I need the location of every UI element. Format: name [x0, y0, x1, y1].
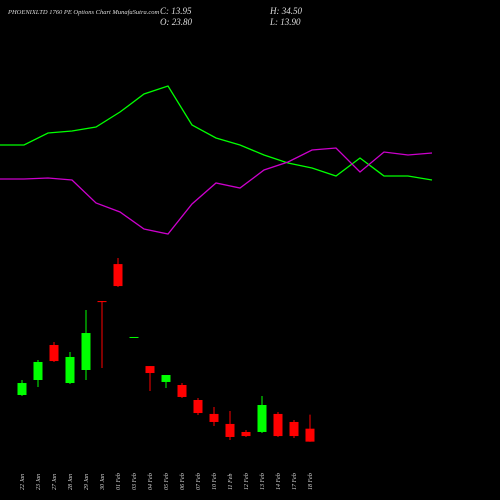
- x-tick-label: 05 Feb: [164, 473, 170, 490]
- x-tick-label: 28 Jan: [68, 474, 74, 490]
- candle-body: [65, 356, 75, 384]
- summary-close: C: 13.95: [160, 6, 192, 16]
- x-tick-label: 27 Jan: [52, 474, 58, 490]
- summary-low: L: 13.90: [269, 17, 301, 27]
- candle-body: [33, 361, 43, 380]
- candle-body: [225, 423, 235, 437]
- candle-body: [209, 413, 219, 422]
- x-tick-label: 11 Feb: [228, 474, 234, 490]
- candle-body: [193, 400, 203, 414]
- x-tick-label: 29 Jan: [84, 474, 90, 490]
- candle-body: [305, 428, 315, 442]
- x-tick-label: 06 Feb: [180, 473, 186, 490]
- candle-body: [161, 375, 171, 382]
- x-tick-label: 23 Jan: [36, 474, 42, 490]
- candle-body: [177, 385, 187, 397]
- candle-body: [129, 336, 139, 338]
- candle-body: [257, 405, 267, 432]
- x-tick-label: 14 Feb: [275, 473, 282, 490]
- x-tick-label: 18 Feb: [308, 473, 314, 490]
- candle-body: [49, 345, 59, 362]
- x-tick-label: 30 Jan: [100, 474, 106, 491]
- candle-body: [113, 264, 123, 287]
- candle-body: [17, 383, 27, 395]
- x-tick-label: 12 Feb: [244, 473, 250, 490]
- candle-body: [81, 333, 91, 370]
- x-tick-label: 10 Feb: [212, 473, 218, 490]
- x-tick-label: 03 Feb: [132, 473, 138, 490]
- summary-open: O: 23.80: [160, 17, 192, 27]
- candle-body: [241, 431, 251, 437]
- indicator-line: [0, 147, 433, 235]
- summary-high: H: 34.50: [269, 6, 302, 16]
- candle-body: [97, 301, 107, 303]
- x-tick-label: 22 Jan: [20, 474, 26, 490]
- x-tick-label: 17 Feb: [292, 473, 298, 490]
- candle-body: [273, 413, 283, 437]
- candle-body: [289, 421, 299, 437]
- x-tick-label: 07 Feb: [196, 473, 202, 490]
- x-tick-label: 13 Feb: [260, 473, 266, 490]
- x-tick-label: 04 Feb: [147, 473, 154, 490]
- candle-body: [145, 366, 155, 374]
- indicator-line: [0, 85, 433, 181]
- x-tick-label: 01 Feb: [116, 473, 122, 490]
- chart-title: PHOENIXLTD 1760 PE Options Chart MunafaS…: [7, 9, 159, 16]
